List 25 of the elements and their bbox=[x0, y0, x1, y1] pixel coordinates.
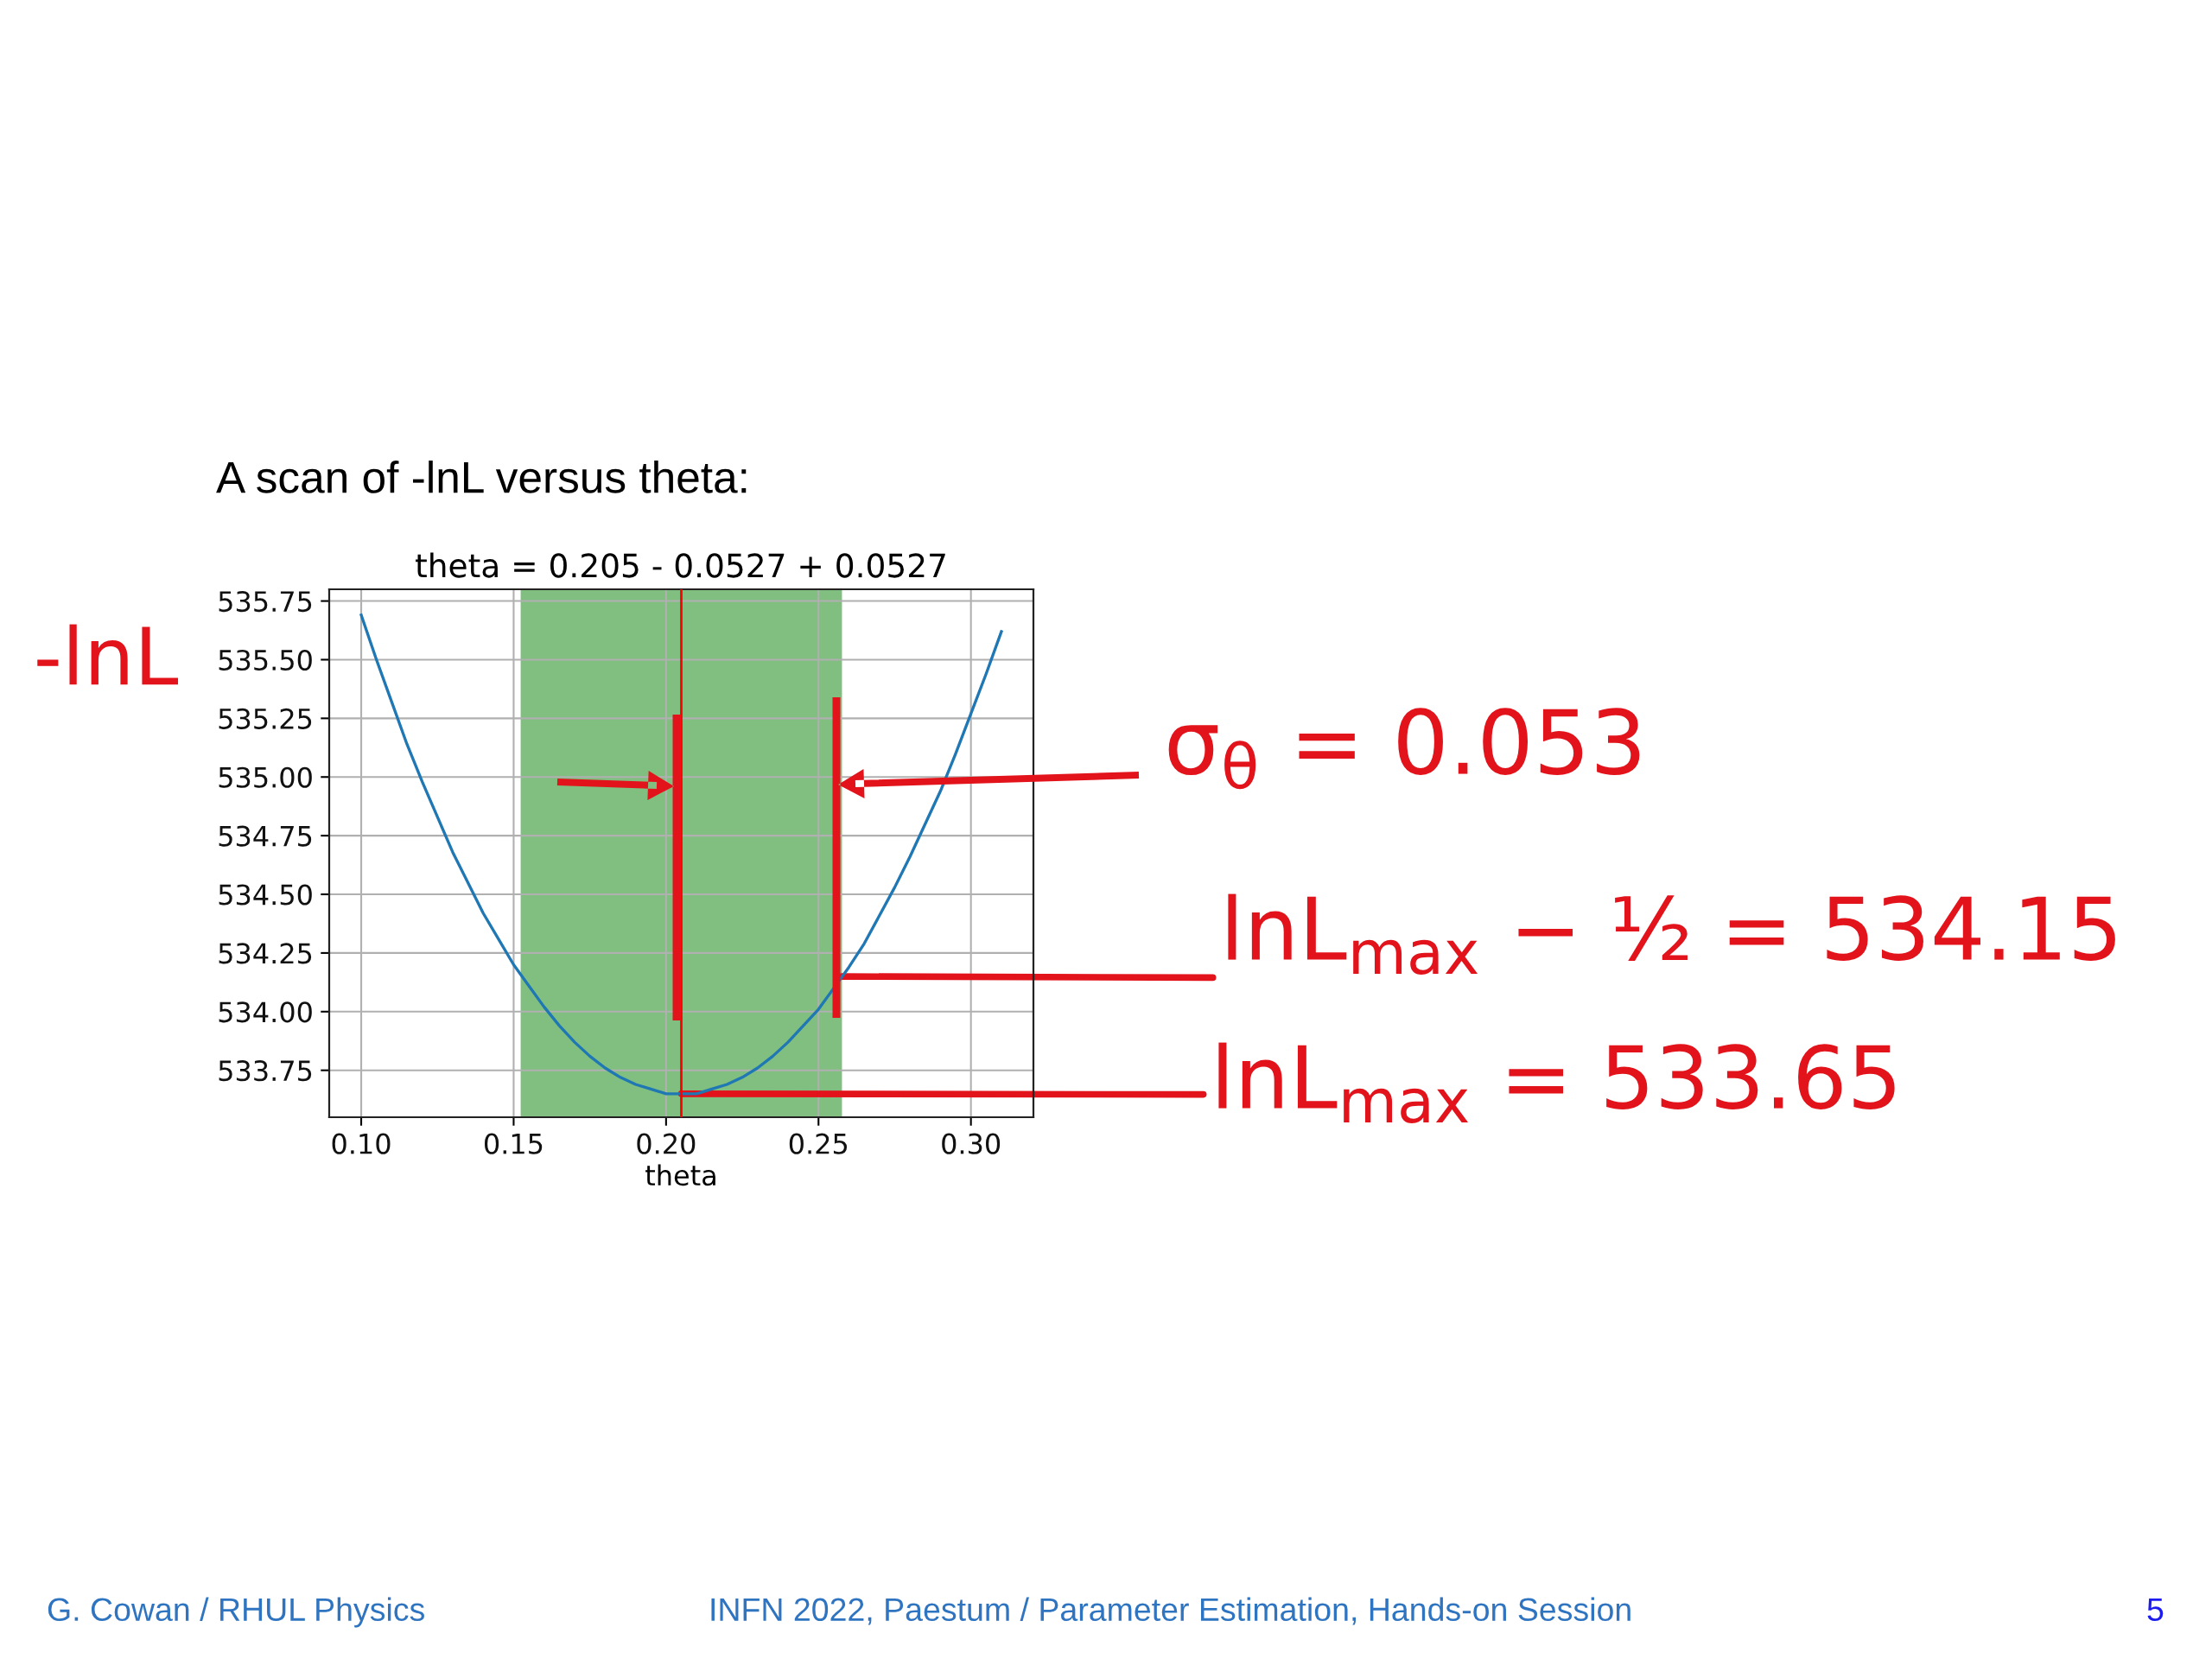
chart-title: A scan of -lnL versus theta: bbox=[216, 461, 747, 493]
y-tick-label: 535.50 bbox=[219, 649, 312, 671]
x-tick-label: 0.15 bbox=[485, 1133, 543, 1154]
y-tick-label: 535.25 bbox=[219, 708, 312, 729]
annotation: lnL$_{max}$ − ½ = 534.15 bbox=[1228, 893, 2115, 975]
x-tick-label: 0.10 bbox=[332, 1133, 391, 1154]
y-tick-label: 534.25 bbox=[219, 943, 312, 964]
x-axis-title: theta bbox=[645, 1164, 715, 1186]
text: 5 bbox=[2147, 1598, 2164, 1622]
y-tick-label: 535.75 bbox=[219, 591, 312, 613]
y-tick-label: 534.75 bbox=[219, 825, 312, 847]
x-tick-label: 0.25 bbox=[789, 1133, 848, 1154]
text: G. Cowan / RHUL Physics bbox=[48, 1597, 424, 1628]
text: σ$_{θ}$ = 0.053 bbox=[1168, 708, 1640, 790]
y-axis-title: -lnL bbox=[37, 624, 179, 685]
x-tick-label: 0.30 bbox=[942, 1133, 1001, 1154]
y-tick-label: 534.50 bbox=[219, 884, 312, 906]
chart-subtitle: theta = 0.205 - 0.0527 + 0.0527 bbox=[416, 552, 945, 578]
y-tick-label: 535.00 bbox=[219, 766, 312, 788]
annotation: lnL$_{max}$ = 533.65 bbox=[1218, 1042, 1895, 1123]
line-series bbox=[359, 613, 1003, 1096]
y-tick-label: 533.75 bbox=[219, 1060, 312, 1082]
text: INFN 2022, Paestum / Parameter Estimation, Hands-on Session bbox=[711, 1597, 1630, 1625]
y-tick-label: 534.00 bbox=[219, 1001, 312, 1023]
x-tick-label: 0.20 bbox=[637, 1133, 696, 1154]
